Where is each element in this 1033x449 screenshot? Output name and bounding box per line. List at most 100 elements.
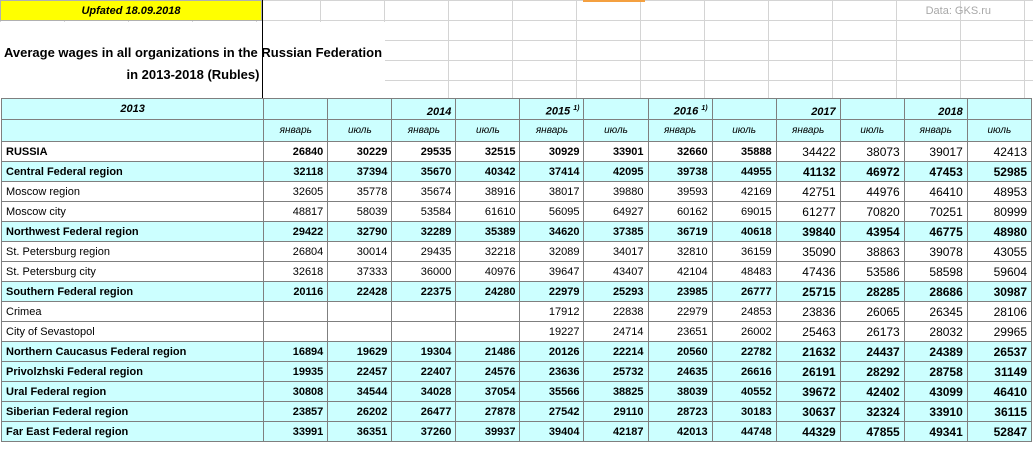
- wage-value-cell[interactable]: 20116: [263, 281, 329, 302]
- wage-value-cell[interactable]: 36159: [711, 241, 777, 262]
- wage-value-cell[interactable]: 30808: [263, 381, 329, 402]
- wage-value-cell[interactable]: 28032: [903, 321, 968, 342]
- wage-value-cell[interactable]: 26173: [839, 321, 905, 342]
- wage-value-cell[interactable]: 39647: [519, 261, 585, 282]
- wage-value-cell[interactable]: 44955: [711, 161, 777, 182]
- wage-value-cell[interactable]: 21632: [775, 341, 841, 362]
- wage-value-cell[interactable]: 24280: [455, 281, 521, 302]
- wage-value-cell[interactable]: 29535: [391, 141, 457, 162]
- wage-value-cell[interactable]: 34620: [519, 221, 585, 242]
- wage-value-cell[interactable]: 43407: [583, 261, 649, 282]
- wage-value-cell[interactable]: 22979: [519, 281, 585, 302]
- wage-value-cell[interactable]: 37385: [583, 221, 649, 242]
- wage-value-cell[interactable]: 29110: [583, 401, 649, 422]
- wage-value-cell[interactable]: [391, 301, 457, 322]
- wage-value-cell[interactable]: 28723: [647, 401, 713, 422]
- wage-value-cell[interactable]: 24389: [903, 341, 968, 362]
- wage-value-cell[interactable]: 22782: [711, 341, 777, 362]
- wage-value-cell[interactable]: 52847: [966, 421, 1033, 442]
- wage-value-cell[interactable]: 19629: [327, 341, 393, 362]
- wage-value-cell[interactable]: 29965: [966, 321, 1033, 342]
- wage-value-cell[interactable]: [455, 321, 521, 342]
- wage-value-cell[interactable]: 27542: [519, 401, 585, 422]
- wage-value-cell[interactable]: 36351: [327, 421, 393, 442]
- wage-value-cell[interactable]: 39937: [455, 421, 521, 442]
- year-header-2015[interactable]: 2015 1): [519, 98, 585, 120]
- wage-value-cell[interactable]: 39672: [775, 381, 841, 402]
- wage-value-cell[interactable]: 22375: [391, 281, 457, 302]
- wage-value-cell[interactable]: 64927: [583, 201, 649, 222]
- wage-value-cell[interactable]: 23985: [647, 281, 713, 302]
- wage-value-cell[interactable]: 19304: [391, 341, 457, 362]
- year-header-2013-cont[interactable]: [327, 98, 393, 120]
- wage-value-cell[interactable]: 39593: [647, 181, 713, 202]
- wage-value-cell[interactable]: 30637: [775, 401, 841, 422]
- wage-value-cell[interactable]: 70820: [839, 201, 905, 222]
- wage-value-cell[interactable]: 38073: [839, 141, 905, 162]
- wage-value-cell[interactable]: 26477: [391, 401, 457, 422]
- month-header-cell[interactable]: январь: [263, 119, 329, 142]
- wage-value-cell[interactable]: [391, 321, 457, 342]
- wage-value-cell[interactable]: 34422: [775, 141, 841, 162]
- wage-value-cell[interactable]: 35674: [391, 181, 457, 202]
- wage-value-cell[interactable]: 26202: [327, 401, 393, 422]
- wage-value-cell[interactable]: 25293: [583, 281, 649, 302]
- wage-value-cell[interactable]: 44748: [711, 421, 777, 442]
- wage-value-cell[interactable]: 47453: [903, 161, 968, 182]
- wage-value-cell[interactable]: 39840: [775, 221, 841, 242]
- wage-value-cell[interactable]: 32324: [839, 401, 905, 422]
- wage-value-cell[interactable]: 38825: [583, 381, 649, 402]
- month-header-cell[interactable]: июль: [966, 119, 1033, 142]
- wage-value-cell[interactable]: 35888: [711, 141, 777, 162]
- wage-value-cell[interactable]: 48817: [263, 201, 329, 222]
- year-header-2014-cont[interactable]: [455, 98, 521, 120]
- wage-value-cell[interactable]: 26804: [263, 241, 329, 262]
- wage-value-cell[interactable]: 42187: [583, 421, 649, 442]
- region-name-cell[interactable]: Northern Caucasus Federal region: [0, 341, 265, 362]
- wage-value-cell[interactable]: 35670: [391, 161, 457, 182]
- year-header-2018[interactable]: 2018: [903, 98, 968, 120]
- wage-value-cell[interactable]: 39404: [519, 421, 585, 442]
- wage-value-cell[interactable]: 38039: [647, 381, 713, 402]
- wage-value-cell[interactable]: 26777: [711, 281, 777, 302]
- updated-date-cell[interactable]: Upfated 18.09.2018: [0, 0, 262, 21]
- wage-value-cell[interactable]: 35090: [775, 241, 841, 262]
- wage-value-cell[interactable]: 26345: [903, 301, 968, 322]
- wage-value-cell[interactable]: 25732: [583, 361, 649, 382]
- wage-value-cell[interactable]: 42169: [711, 181, 777, 202]
- wage-value-cell[interactable]: 24853: [711, 301, 777, 322]
- wage-value-cell[interactable]: 26191: [775, 361, 841, 382]
- wage-value-cell[interactable]: 22214: [583, 341, 649, 362]
- wage-value-cell[interactable]: 37054: [455, 381, 521, 402]
- wage-value-cell[interactable]: 40618: [711, 221, 777, 242]
- wage-value-cell[interactable]: 80999: [966, 201, 1033, 222]
- wage-value-cell[interactable]: 22457: [327, 361, 393, 382]
- wage-value-cell[interactable]: [327, 301, 393, 322]
- wage-value-cell[interactable]: 26537: [966, 341, 1033, 362]
- wage-value-cell[interactable]: 25463: [775, 321, 841, 342]
- wage-value-cell[interactable]: 46972: [839, 161, 905, 182]
- region-name-cell[interactable]: St. Petersburg city: [0, 261, 265, 282]
- wage-value-cell[interactable]: 40552: [711, 381, 777, 402]
- wage-value-cell[interactable]: 58598: [903, 261, 968, 282]
- wage-value-cell[interactable]: 42751: [775, 181, 841, 202]
- wage-value-cell[interactable]: 19935: [263, 361, 329, 382]
- wage-value-cell[interactable]: 24576: [455, 361, 521, 382]
- wage-value-cell[interactable]: 47855: [839, 421, 905, 442]
- wage-value-cell[interactable]: 26002: [711, 321, 777, 342]
- month-header-cell[interactable]: январь: [519, 119, 585, 142]
- region-name-cell[interactable]: City of Sevastopol: [0, 321, 265, 342]
- wage-value-cell[interactable]: 30987: [966, 281, 1033, 302]
- month-header-cell[interactable]: июль: [583, 119, 649, 142]
- wage-value-cell[interactable]: 23836: [775, 301, 841, 322]
- wage-value-cell[interactable]: 49341: [903, 421, 968, 442]
- wage-value-cell[interactable]: 70251: [903, 201, 968, 222]
- wage-value-cell[interactable]: 33910: [903, 401, 968, 422]
- year-header-2017[interactable]: 2017: [775, 98, 841, 120]
- wage-value-cell[interactable]: 22407: [391, 361, 457, 382]
- wage-value-cell[interactable]: 23636: [519, 361, 585, 382]
- wage-value-cell[interactable]: 53584: [391, 201, 457, 222]
- wage-value-cell[interactable]: 25715: [775, 281, 841, 302]
- month-header-blank[interactable]: [0, 119, 265, 142]
- year-header-2015-cont[interactable]: [583, 98, 649, 120]
